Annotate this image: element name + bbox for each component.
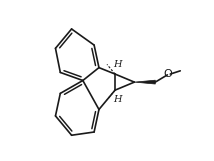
Text: O: O: [163, 69, 172, 79]
Text: H: H: [113, 60, 122, 69]
Text: H: H: [113, 95, 122, 104]
Polygon shape: [134, 80, 155, 84]
